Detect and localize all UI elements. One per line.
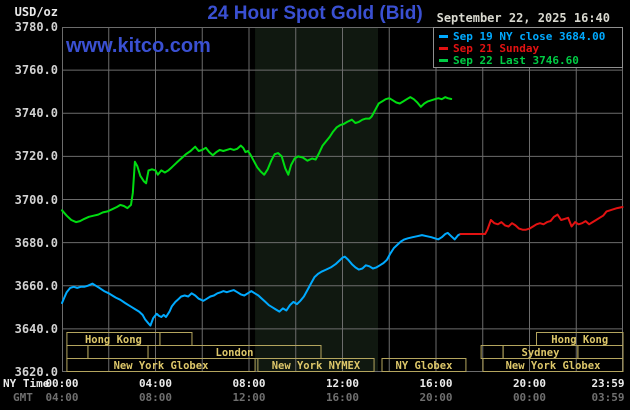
session-box-new-york-globex [66, 358, 256, 372]
session-label: NY Globex [396, 360, 454, 372]
legend-item: Sep 21 Sunday [439, 41, 622, 55]
series-line-sep-21-sunday [459, 206, 624, 235]
session-box [66, 345, 89, 359]
x-tick-label-gmt: 12:00 [232, 391, 266, 404]
legend-box: Sep 19 NY close 3684.00 Sep 21 Sunday Sep … [433, 27, 623, 68]
x-tick-label-gmt: 03:59 [591, 391, 625, 404]
legend-label: Sep 19 NY close 3684.00 [453, 29, 606, 43]
kitco-watermark: www.kitco.com [66, 35, 211, 57]
x-tick-label-gmt: 00:00 [512, 391, 547, 404]
legend-swatch-icon [439, 46, 448, 50]
series-line-sep-22-last [61, 96, 453, 224]
ny-time-axis-label: NY Time [3, 377, 50, 390]
x-tick-label-gmt: 16:00 [325, 391, 360, 404]
session-box-new-york-nymex [257, 358, 375, 372]
x-tick-label-ny: 04:00 [138, 377, 173, 390]
x-tick-label-ny: 08:00 [232, 377, 266, 390]
x-tick-label-gmt: 04:00 [45, 391, 79, 404]
y-tick-label: 3680.0 [14, 235, 58, 250]
session-box [159, 332, 193, 346]
x-tick-label-ny: 23:59 [591, 377, 625, 390]
legend-label: Sep 22 Last 3746.60 [453, 53, 579, 67]
legend-item: Sep 19 NY close 3684.00 [439, 29, 622, 43]
session-label: New York NYMEX [272, 360, 361, 372]
session-box [87, 345, 149, 359]
y-tick-label: 3700.0 [14, 192, 58, 207]
gmt-axis-label: GMT [13, 391, 33, 404]
unit-label: USD/oz [14, 5, 58, 19]
session-box [577, 345, 624, 359]
session-label: Hong Kong [551, 334, 608, 346]
session-label: New York Globex [506, 360, 602, 372]
series-line-sep-19-ny-close [61, 231, 462, 327]
legend-label: Sep 21 Sunday [453, 41, 540, 55]
session-label: Sydney [522, 347, 561, 359]
x-tick-label-ny: 20:00 [512, 377, 547, 390]
x-tick-label-ny: 16:00 [419, 377, 453, 390]
session-label: New York Globex [114, 360, 210, 372]
page-title: 24 Hour Spot Gold (Bid) [207, 3, 423, 24]
y-tick-label: 3640.0 [14, 321, 58, 336]
x-tick-label-ny: 00:00 [45, 377, 79, 390]
session-label: Hong Kong [85, 334, 142, 346]
legend-swatch-icon [439, 34, 448, 38]
y-tick-label: 3760.0 [14, 63, 58, 78]
legend-item: Sep 22 Last 3746.60 [439, 53, 622, 67]
session-label: London [216, 347, 254, 359]
session-box-ny-globex [381, 358, 467, 372]
y-tick-label: 3740.0 [14, 106, 58, 121]
legend-swatch-icon [439, 58, 448, 62]
y-tick-label: 3620.0 [14, 365, 58, 379]
y-tick-label: 3720.0 [14, 149, 58, 164]
session-box [480, 345, 504, 359]
chart-timestamp: September 22, 2025 16:40 [436, 11, 610, 25]
session-box-new-york-globex [482, 358, 624, 372]
y-tick-label: 3660.0 [14, 278, 58, 293]
y-tick-label: 3780.0 [14, 20, 58, 34]
x-tick-label-ny: 12:00 [325, 377, 360, 390]
x-tick-label-gmt: 20:00 [419, 391, 453, 404]
x-tick-label-gmt: 08:00 [138, 391, 173, 404]
